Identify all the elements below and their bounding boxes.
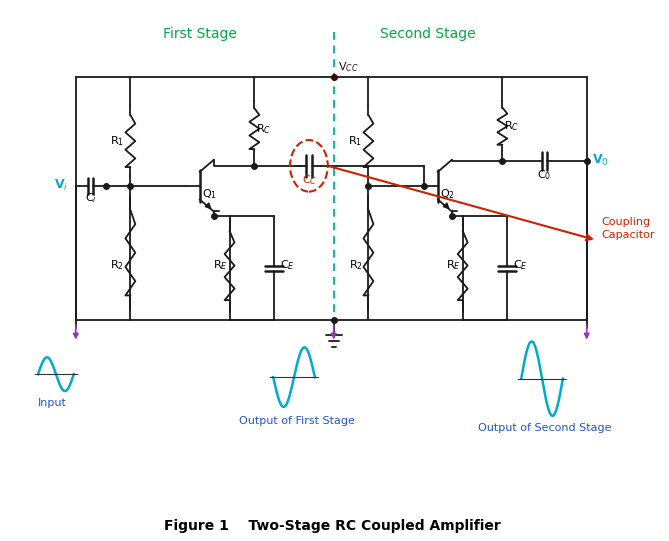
Text: Coupling
Capacitor: Coupling Capacitor (601, 217, 655, 240)
Text: R$_E$: R$_E$ (446, 258, 461, 272)
Text: Output of First Stage: Output of First Stage (240, 416, 355, 426)
Text: C$_E$: C$_E$ (513, 258, 528, 272)
Text: C$_C$: C$_C$ (302, 173, 318, 187)
Text: C$_i$: C$_i$ (85, 192, 96, 206)
Text: Figure 1    Two-Stage RC Coupled Amplifier: Figure 1 Two-Stage RC Coupled Amplifier (165, 519, 501, 533)
Text: R$_C$: R$_C$ (256, 122, 272, 136)
Text: V$_i$: V$_i$ (54, 178, 68, 193)
Text: Input: Input (38, 398, 67, 408)
Text: Second Stage: Second Stage (380, 27, 476, 41)
Text: First Stage: First Stage (163, 27, 237, 41)
Text: V$_0$: V$_0$ (591, 153, 608, 168)
Text: C$_E$: C$_E$ (280, 258, 295, 272)
Text: R$_1$: R$_1$ (110, 134, 124, 148)
Text: Output of Second Stage: Output of Second Stage (478, 423, 611, 433)
Text: R$_C$: R$_C$ (504, 119, 520, 133)
Text: R$_2$: R$_2$ (110, 258, 124, 272)
Text: Q$_1$: Q$_1$ (202, 187, 217, 201)
Text: Q$_2$: Q$_2$ (440, 187, 455, 201)
Text: R$_2$: R$_2$ (349, 258, 363, 272)
Text: R$_1$: R$_1$ (349, 134, 363, 148)
Text: C$_0$: C$_0$ (537, 168, 551, 182)
Text: V$_{CC}$: V$_{CC}$ (338, 60, 358, 74)
Text: R$_E$: R$_E$ (213, 258, 227, 272)
